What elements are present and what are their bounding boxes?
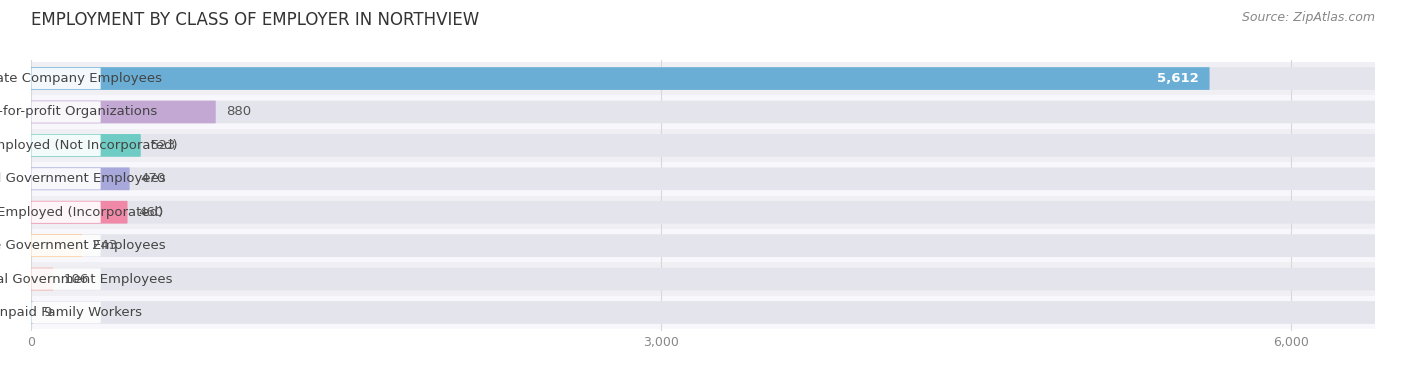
Text: Unpaid Family Workers: Unpaid Family Workers [0,306,142,319]
FancyBboxPatch shape [31,101,215,123]
FancyBboxPatch shape [31,234,1375,257]
FancyBboxPatch shape [31,202,101,223]
Bar [31,262,1375,296]
Bar [31,95,1375,129]
Text: 880: 880 [226,105,252,118]
FancyBboxPatch shape [31,68,101,89]
Text: 523: 523 [152,139,177,152]
FancyBboxPatch shape [31,134,141,157]
FancyBboxPatch shape [31,235,101,256]
Text: Federal Government Employees: Federal Government Employees [0,273,173,286]
Bar [31,296,1375,329]
FancyBboxPatch shape [31,302,101,323]
Text: 5,612: 5,612 [1157,72,1199,85]
Text: EMPLOYMENT BY CLASS OF EMPLOYER IN NORTHVIEW: EMPLOYMENT BY CLASS OF EMPLOYER IN NORTH… [31,11,479,29]
Text: Private Company Employees: Private Company Employees [0,72,162,85]
FancyBboxPatch shape [31,201,128,224]
FancyBboxPatch shape [31,268,101,290]
Text: 9: 9 [44,306,52,319]
Text: Not-for-profit Organizations: Not-for-profit Organizations [0,105,157,118]
Text: State Government Employees: State Government Employees [0,239,166,252]
Bar [31,162,1375,196]
Text: Self-Employed (Not Incorporated): Self-Employed (Not Incorporated) [0,139,177,152]
Bar [31,62,1375,95]
FancyBboxPatch shape [31,168,101,190]
FancyBboxPatch shape [31,67,1209,90]
FancyBboxPatch shape [31,268,1375,290]
Text: 470: 470 [141,172,166,185]
FancyBboxPatch shape [31,167,129,190]
Text: Local Government Employees: Local Government Employees [0,172,166,185]
FancyBboxPatch shape [31,101,101,123]
FancyBboxPatch shape [31,167,1375,190]
FancyBboxPatch shape [31,67,1375,90]
FancyBboxPatch shape [31,201,1375,224]
Text: 106: 106 [63,273,89,286]
Bar [31,196,1375,229]
Text: 243: 243 [93,239,118,252]
Text: Source: ZipAtlas.com: Source: ZipAtlas.com [1241,11,1375,24]
FancyBboxPatch shape [31,101,1375,123]
FancyBboxPatch shape [31,301,1375,324]
FancyBboxPatch shape [31,134,1375,157]
Bar [31,129,1375,162]
FancyBboxPatch shape [31,268,53,290]
FancyBboxPatch shape [31,234,82,257]
Text: Self-Employed (Incorporated): Self-Employed (Incorporated) [0,206,163,219]
Text: 460: 460 [138,206,163,219]
Bar [31,229,1375,262]
FancyBboxPatch shape [31,301,32,324]
FancyBboxPatch shape [31,135,101,156]
